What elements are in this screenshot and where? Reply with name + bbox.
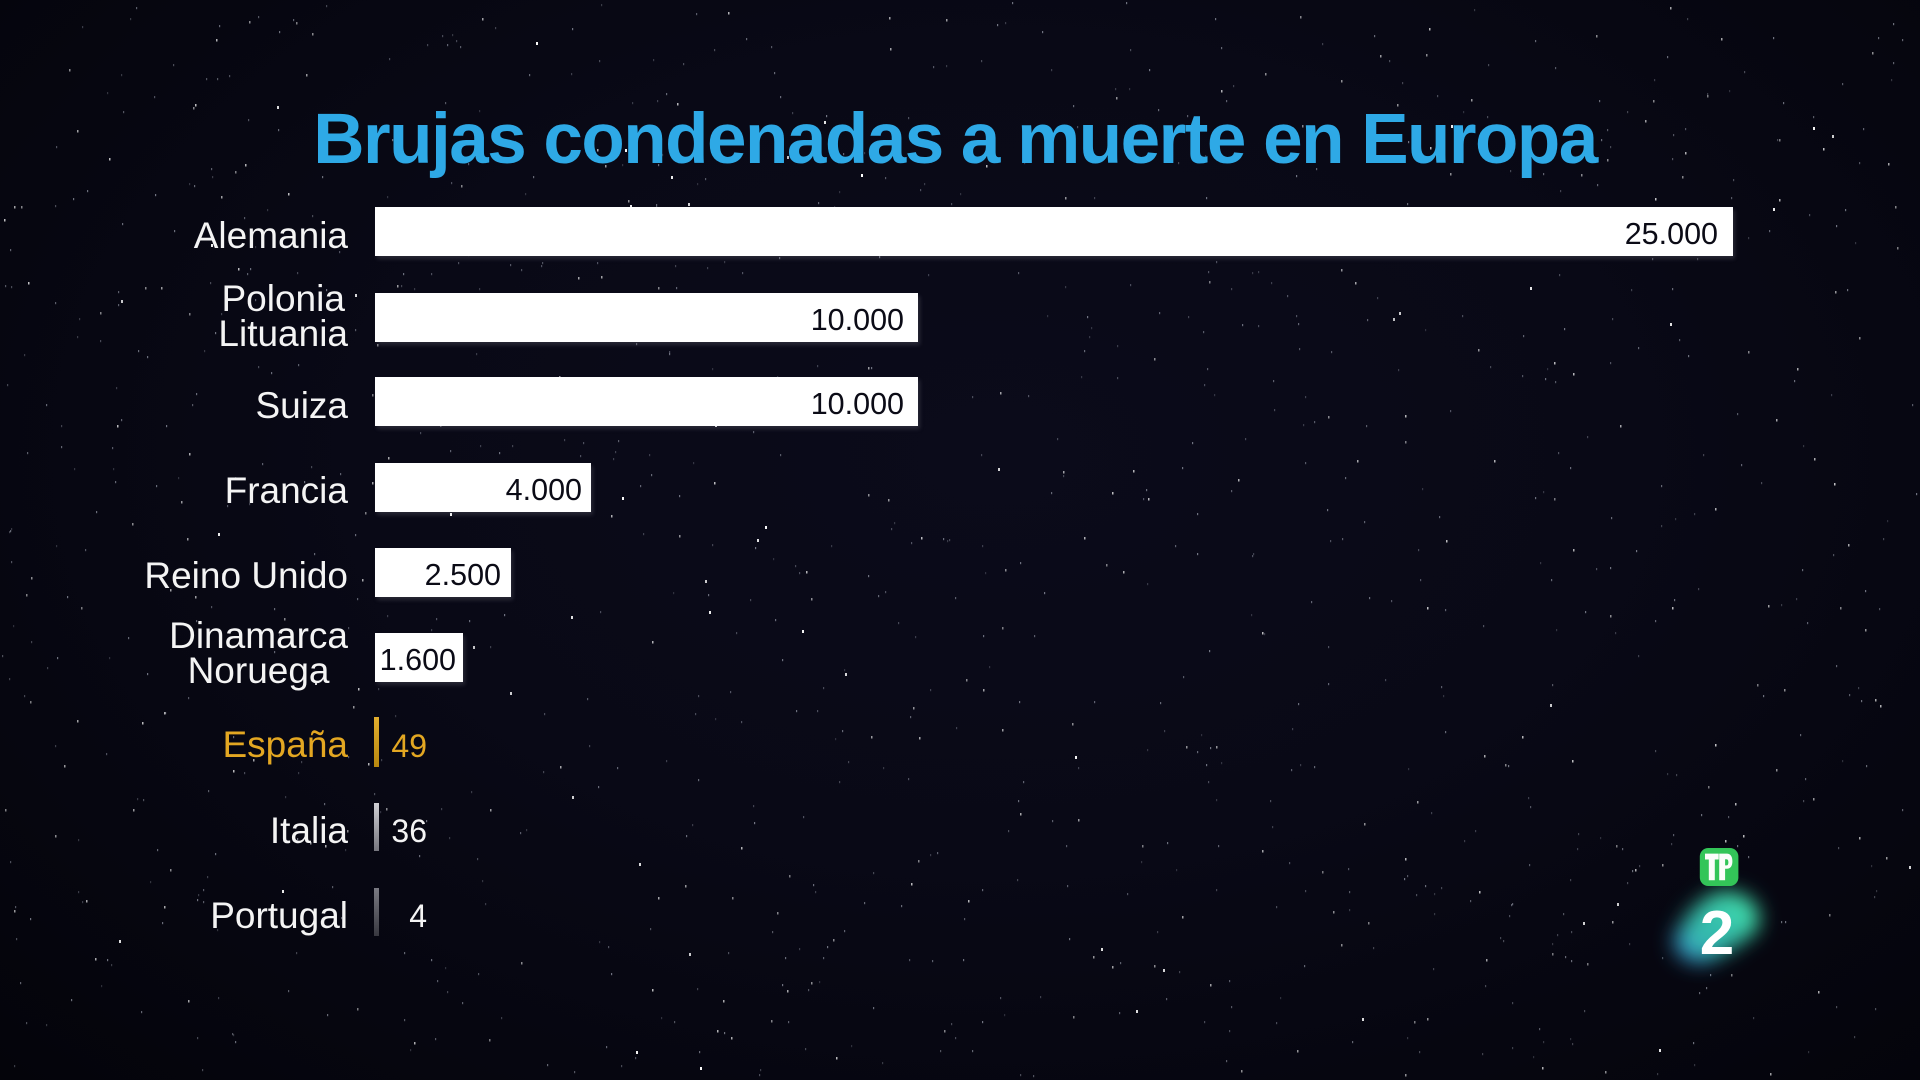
svg-text:2: 2 (1700, 899, 1734, 968)
